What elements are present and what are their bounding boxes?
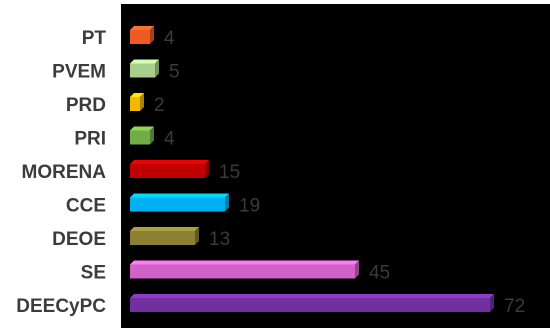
- bar-front-face: [130, 97, 140, 111]
- bar-deecypc: [130, 294, 494, 312]
- bar-side-face: [195, 227, 199, 245]
- value-label-morena: 15: [219, 162, 240, 183]
- category-label-se: SE: [81, 263, 106, 284]
- value-label-deecypc: 72: [504, 296, 525, 317]
- bar-side-face: [225, 193, 229, 212]
- value-label-deoe: 13: [209, 229, 230, 250]
- category-label-deoe: DEOE: [52, 229, 106, 250]
- bar-pri: [130, 126, 154, 145]
- bar-front-face: [130, 197, 225, 212]
- bar-top-face: [130, 126, 154, 131]
- bars: [130, 26, 494, 312]
- category-label-prd: PRD: [66, 95, 106, 116]
- bar-side-face: [155, 59, 159, 78]
- category-label-pri: PRI: [74, 129, 106, 150]
- bar-side-face: [205, 160, 209, 178]
- bar-side-face: [490, 294, 494, 312]
- value-label-pt: 4: [164, 28, 175, 49]
- bar-front-face: [130, 130, 150, 145]
- bar-top-face: [130, 93, 144, 97]
- bar-front-face: [130, 264, 355, 279]
- bar-pvem: [130, 59, 159, 78]
- bar-se: [130, 260, 359, 279]
- bar-front-face: [130, 231, 195, 245]
- bar-top-face: [130, 227, 199, 231]
- bar-prd: [130, 93, 144, 111]
- bar-side-face: [140, 93, 144, 111]
- category-label-cce: CCE: [66, 196, 106, 217]
- bar-top-face: [130, 26, 154, 30]
- bar-morena: [130, 160, 209, 178]
- category-labels: PT PVEM PRD PRI MORENA CCE DEOE SE DEECyPC: [16, 28, 106, 317]
- bar-pt: [130, 26, 154, 44]
- value-label-se: 45: [369, 263, 390, 284]
- bar-top-face: [130, 260, 359, 265]
- value-label-cce: 19: [239, 196, 260, 217]
- value-label-pri: 4: [164, 129, 175, 150]
- bar-side-face: [150, 126, 154, 145]
- bar-front-face: [130, 164, 205, 178]
- bar-top-face: [130, 160, 209, 164]
- category-label-deecypc: DEECyPC: [16, 296, 106, 317]
- bar-side-face: [150, 26, 154, 44]
- value-label-pvem: 5: [169, 62, 180, 83]
- bar-front-face: [130, 298, 490, 312]
- bar-top-face: [130, 294, 494, 298]
- bar-top-face: [130, 193, 229, 198]
- category-label-pt: PT: [82, 28, 107, 49]
- bar-cce: [130, 193, 229, 212]
- bar-top-face: [130, 59, 159, 64]
- bar-deoe: [130, 227, 199, 245]
- category-label-pvem: PVEM: [52, 62, 106, 83]
- bar-front-face: [130, 30, 150, 44]
- category-label-morena: MORENA: [22, 162, 107, 183]
- bar-front-face: [130, 63, 155, 78]
- bar-side-face: [355, 260, 359, 279]
- value-label-prd: 2: [154, 95, 165, 116]
